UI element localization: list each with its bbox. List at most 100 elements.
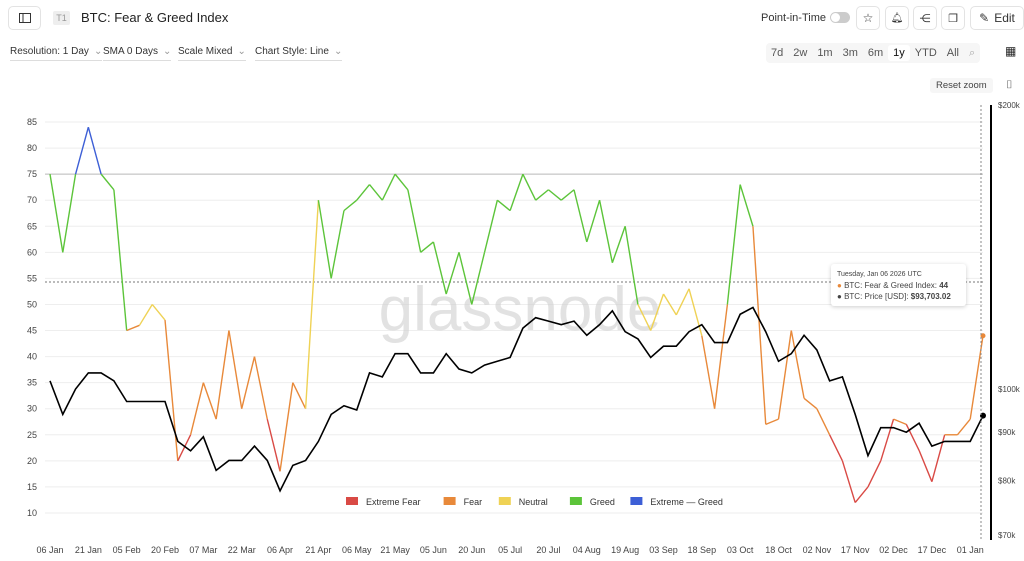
range-ytd[interactable]: YTD — [914, 47, 937, 59]
fear-greed-segment — [509, 173, 524, 211]
fear-greed-segment — [266, 418, 281, 472]
x-tick-label: 20 Feb — [151, 545, 179, 555]
range-2w[interactable]: 2w — [793, 47, 808, 59]
chart-style-dropdown[interactable]: Chart Style: Line ⌄ — [255, 46, 343, 61]
x-tick-label: 17 Dec — [918, 545, 947, 555]
fear-greed-segment — [420, 241, 434, 253]
fear-greed-segment — [739, 184, 754, 227]
range-6m[interactable]: 6m — [867, 47, 884, 59]
copy-icon: ❐ — [948, 12, 958, 25]
fear-greed-segment — [701, 335, 716, 409]
fear-greed-segment — [394, 173, 409, 191]
fear-greed-segment — [87, 127, 102, 175]
sidebar-toggle-button[interactable] — [8, 6, 41, 30]
duplicate-button[interactable]: ❐ — [941, 6, 965, 30]
fear-greed-segment — [560, 189, 575, 201]
fear-greed-segment — [407, 189, 422, 253]
x-tick-label: 05 Feb — [113, 545, 141, 555]
share-icon: ⋲ — [919, 12, 931, 25]
edit-label: Edit — [994, 11, 1015, 25]
range-3m[interactable]: 3m — [842, 47, 858, 59]
y-left-tick-label: 30 — [27, 404, 37, 414]
favorite-button[interactable]: ☆ — [856, 6, 880, 30]
fear-greed-segment — [956, 418, 971, 436]
legend-item: Fear — [464, 497, 483, 507]
share-button[interactable]: ⋲ — [913, 6, 937, 30]
y-left-tick-label: 85 — [27, 117, 37, 127]
tier-badge: T1 — [53, 11, 70, 25]
y-left-tick-label: 15 — [27, 482, 37, 492]
fear-greed-segment — [765, 418, 779, 426]
x-tick-label: 22 Mar — [228, 545, 256, 555]
x-tick-label: 06 Jan — [36, 545, 63, 555]
y-right-tick-label: $90k — [998, 428, 1016, 437]
bell-icon: 🔔︎ — [890, 12, 904, 24]
y-left-tick-label: 55 — [27, 273, 37, 283]
fear-greed-segment — [598, 200, 614, 263]
x-tick-label: 17 Nov — [841, 545, 870, 555]
fear-greed-segment — [841, 460, 856, 503]
range-1m[interactable]: 1m — [817, 47, 833, 59]
fear-greed-segment — [893, 418, 907, 426]
camera-icon[interactable]: ⌷ — [1006, 79, 1013, 91]
x-tick-label: 06 May — [342, 545, 372, 555]
sma-dropdown[interactable]: SMA 0 Days ⌄ — [103, 46, 172, 61]
x-tick-label: 05 Jul — [498, 545, 522, 555]
x-tick-label: 21 Jan — [75, 545, 102, 555]
x-tick-label: 07 Mar — [189, 545, 217, 555]
legend-item: Extreme Fear — [366, 497, 421, 507]
fear-greed-segment — [522, 173, 537, 201]
y-left-tick-label: 50 — [27, 299, 37, 309]
legend-swatch — [498, 497, 511, 505]
fear-greed-segment — [790, 330, 805, 399]
x-tick-label: 18 Sep — [688, 545, 717, 555]
fear-greed-point — [980, 333, 986, 339]
fear-greed-segment — [777, 330, 792, 420]
fear-greed-segment — [292, 382, 307, 410]
edit-button[interactable]: ✎ Edit — [970, 6, 1024, 30]
fear-greed-segment — [573, 189, 588, 243]
x-tick-label: 05 Jun — [420, 545, 447, 555]
x-tick-label: 02 Nov — [803, 545, 832, 555]
fear-greed-segment — [650, 293, 665, 331]
range-7d[interactable]: 7d — [771, 47, 784, 59]
tooltip-fg-value: 44 — [939, 281, 949, 290]
x-tick-label: 06 Apr — [267, 545, 293, 555]
fear-greed-segment — [548, 189, 562, 201]
calendar-icon[interactable]: ▦ — [1005, 44, 1017, 58]
fear-greed-segment — [496, 199, 511, 212]
reset-zoom-button[interactable]: Reset zoom — [930, 78, 993, 93]
fear-greed-segment — [535, 189, 549, 201]
range-all[interactable]: All — [946, 47, 960, 59]
fear-greed-segment — [74, 127, 90, 175]
fear-greed-segment — [253, 356, 268, 420]
point-in-time-toggle[interactable] — [830, 12, 850, 23]
fear-greed-segment — [713, 304, 729, 409]
fear-greed-segment — [215, 330, 230, 420]
y-left-tick-label: 70 — [27, 195, 37, 205]
fear-greed-segment — [829, 434, 844, 462]
fear-greed-segment — [483, 200, 499, 253]
legend-swatch — [443, 497, 456, 505]
legend-item: Greed — [590, 497, 615, 507]
y-left-tick-label: 80 — [27, 143, 37, 153]
y-right-tick-label: $80k — [998, 476, 1016, 485]
fear-greed-segment — [164, 320, 179, 461]
fear-greed-segment — [471, 252, 486, 305]
y-left-tick-label: 40 — [27, 352, 37, 362]
fear-greed-segment — [49, 174, 64, 253]
fear-greed-segment — [100, 173, 115, 191]
fear-greed-segment — [905, 424, 920, 451]
x-tick-label: 20 Jul — [536, 545, 560, 555]
fear-greed-segment — [62, 174, 77, 253]
tooltip-date: Tuesday, Jan 06 2026 UTC — [837, 271, 922, 278]
scale-dropdown[interactable]: Scale Mixed ⌄ — [178, 46, 246, 61]
x-tick-label: 04 Aug — [573, 545, 601, 555]
x-tick-label: 18 Oct — [765, 545, 792, 555]
alert-button[interactable]: 🔔︎ — [885, 6, 909, 30]
fear-greed-segment — [317, 200, 332, 279]
range-1y[interactable]: 1y — [888, 45, 910, 61]
zoom-select-icon[interactable]: ⌕ — [969, 46, 976, 59]
resolution-dropdown[interactable]: Resolution: 1 Day ⌄ — [10, 46, 103, 61]
star-icon: ☆ — [862, 11, 874, 25]
